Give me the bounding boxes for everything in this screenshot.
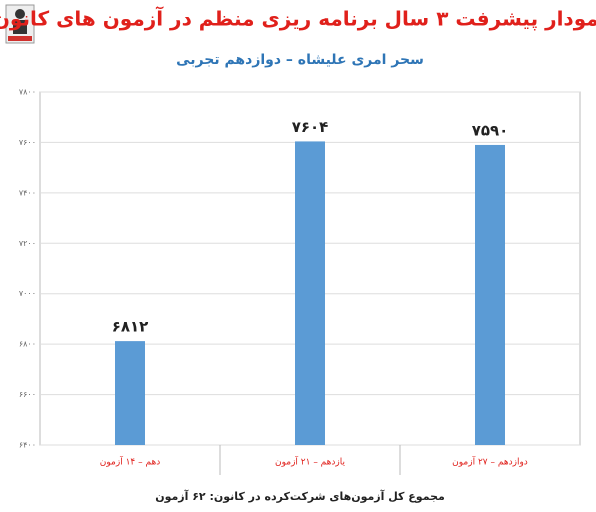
y-tick-label: ۶۸۰۰ — [19, 340, 36, 349]
y-tick-label: ۶۴۰۰ — [19, 441, 36, 450]
y-tick-label: ۷۲۰۰ — [19, 239, 36, 248]
footnote: مجموع کل آزمون‌های شرکت‌کرده در کانون: ۶… — [155, 489, 445, 503]
bar — [115, 341, 145, 445]
y-tick-label: ۷۶۰۰ — [19, 138, 36, 147]
bar — [475, 144, 505, 445]
x-tick-label: دهم – ۱۴ آزمون — [100, 456, 160, 468]
data-label: ۶۸۱۲ — [112, 318, 149, 336]
data-label: ۷۶۰۴ — [292, 118, 329, 136]
y-tick-label: ۷۸۰۰ — [19, 88, 36, 97]
logo — [5, 4, 35, 44]
data-label: ۷۵۹۰ — [472, 121, 509, 139]
x-tick-label: دوازدهم – ۲۷ آزمون — [452, 456, 528, 468]
y-tick-label: ۶۶۰۰ — [19, 390, 36, 399]
y-tick-label: ۷۰۰۰ — [19, 289, 36, 298]
chart-subtitle: سحر امری علیشاه – دوازدهم تجربی — [176, 52, 424, 68]
x-tick-label: یازدهم – ۲۱ آزمون — [275, 456, 346, 468]
chart-title: نمودار پیشرفت ۳ سال برنامه ریزی منظم در … — [0, 6, 596, 32]
y-tick-label: ۷۴۰۰ — [19, 188, 36, 197]
bar — [295, 141, 325, 446]
